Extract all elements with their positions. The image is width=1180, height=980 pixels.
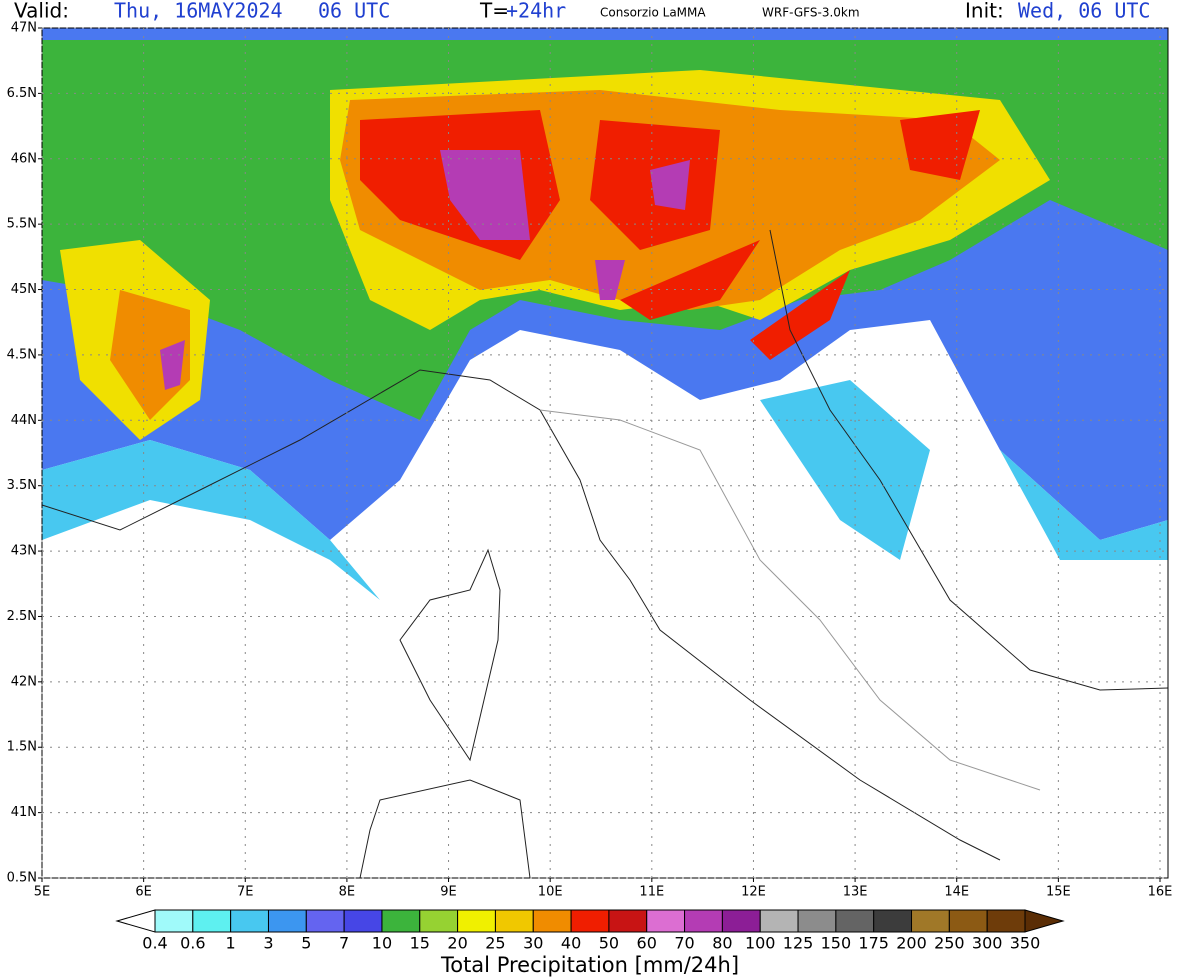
lat-label: 3.5N [7, 478, 37, 493]
border [539, 409, 1041, 791]
lon-label: 14E [944, 885, 969, 900]
lon-label: 9E [440, 885, 457, 900]
coastline [769, 229, 1169, 691]
colorbar-label: 150 [821, 934, 852, 953]
lat-label: 1.5N [7, 740, 37, 755]
colorbar-title: Total Precipitation [mm/24h] [440, 953, 739, 977]
valid-label: Valid: [14, 0, 69, 23]
colorbar-label: 20 [447, 934, 467, 953]
colorbar-box [721, 909, 761, 933]
lat-label: 4.5N [7, 347, 37, 362]
colorbar-label: 7 [339, 934, 349, 953]
colorbar-box [419, 909, 459, 933]
lat-label: 0.5N [7, 871, 37, 886]
precip-cyan [42, 380, 1168, 600]
colorbar-label: 300 [972, 934, 1003, 953]
lat-label: 41N [11, 805, 37, 820]
colorbar-label: 100 [745, 934, 776, 953]
header: Valid: Thu, 16MAY2024 06 UTC T= +24hr Co… [14, 0, 1150, 23]
colorbar-box [305, 909, 345, 933]
coastlines [41, 229, 1169, 879]
colorbar-arrow [115, 909, 156, 933]
colorbar-box [911, 909, 950, 933]
init-value: Wed, 06 UTC [1018, 0, 1150, 23]
colorbar-box [797, 909, 837, 933]
lon-label: 10E [538, 885, 563, 900]
lon-label: 8E [339, 885, 356, 900]
lat-label: 42N [11, 674, 37, 689]
colorbar-box [873, 909, 913, 933]
source: Consorzio LaMMA [600, 6, 706, 20]
lat-label: 6.5N [7, 86, 37, 101]
colorbar-label: 175 [858, 934, 889, 953]
colorbar-box [154, 909, 194, 933]
colorbar-box [948, 909, 988, 933]
colorbar-box [532, 909, 572, 933]
lat-label: 5.5N [7, 217, 37, 232]
colorbar-label: 125 [783, 934, 814, 953]
valid-date: Thu, 16MAY2024 [114, 0, 283, 23]
colorbar-box [457, 909, 496, 933]
colorbar-box [684, 909, 723, 933]
lat-label: 44N [11, 413, 37, 428]
colorbar-box [267, 909, 307, 933]
colorbar-box [570, 909, 610, 933]
lead-label: T= [479, 0, 509, 23]
colorbar-label: 5 [301, 934, 311, 953]
sardinia [359, 779, 531, 879]
lon-label: 13E [843, 885, 868, 900]
colorbar-box [608, 909, 648, 933]
coastline [41, 369, 1001, 861]
colorbar-box [986, 909, 1026, 933]
valid-time: 06 UTC [318, 0, 390, 23]
init-label: Init: [965, 0, 1004, 23]
colorbar-box [494, 909, 534, 933]
colorbar-box [646, 909, 686, 933]
colorbar-label: 0.6 [180, 934, 205, 953]
colorbar-arrow [1024, 909, 1065, 933]
lon-label: 11E [639, 885, 664, 900]
colorbar-label: 30 [523, 934, 543, 953]
colorbar-label: 40 [561, 934, 581, 953]
colorbar-label: 0.4 [142, 934, 167, 953]
colorbar-label: 10 [372, 934, 392, 953]
colorbar-label: 200 [896, 934, 927, 953]
lon-label: 15E [1046, 885, 1071, 900]
colorbar: Total Precipitation [mm/24h] [440, 953, 739, 977]
lon-label: 12E [741, 885, 766, 900]
lat-label: 47N [11, 21, 37, 36]
lon-label: 16E [1148, 885, 1173, 900]
colorbar-label: 50 [599, 934, 619, 953]
colorbar-label: 25 [485, 934, 505, 953]
lat-label: 45N [11, 282, 37, 297]
colorbar-label: 250 [934, 934, 965, 953]
colorbar-box [230, 909, 269, 933]
model: WRF-GFS-3.0km [762, 6, 860, 20]
colorbar-label: 80 [712, 934, 732, 953]
lat-label: 2.5N [7, 609, 37, 624]
colorbar-box [192, 909, 232, 933]
colorbar-box [343, 909, 383, 933]
colorbar-label: 350 [1010, 934, 1041, 953]
precip-orange [110, 90, 1000, 420]
colorbar-label: 1 [226, 934, 236, 953]
lat-label: 46N [11, 151, 37, 166]
lead-value: +24hr [506, 0, 566, 23]
colorbar-box [835, 909, 875, 933]
lon-label: 7E [237, 885, 254, 900]
colorbar-label: 15 [410, 934, 430, 953]
colorbar-label: 70 [674, 934, 694, 953]
lon-label: 6E [135, 885, 152, 900]
corsica [399, 548, 501, 762]
lon-label: 5E [34, 885, 51, 900]
colorbar-label: 3 [263, 934, 273, 953]
colorbar-label: 60 [637, 934, 657, 953]
colorbar-box [381, 909, 421, 933]
precip-field [42, 28, 1168, 600]
lat-label: 43N [11, 544, 37, 559]
colorbar-box [759, 909, 799, 933]
